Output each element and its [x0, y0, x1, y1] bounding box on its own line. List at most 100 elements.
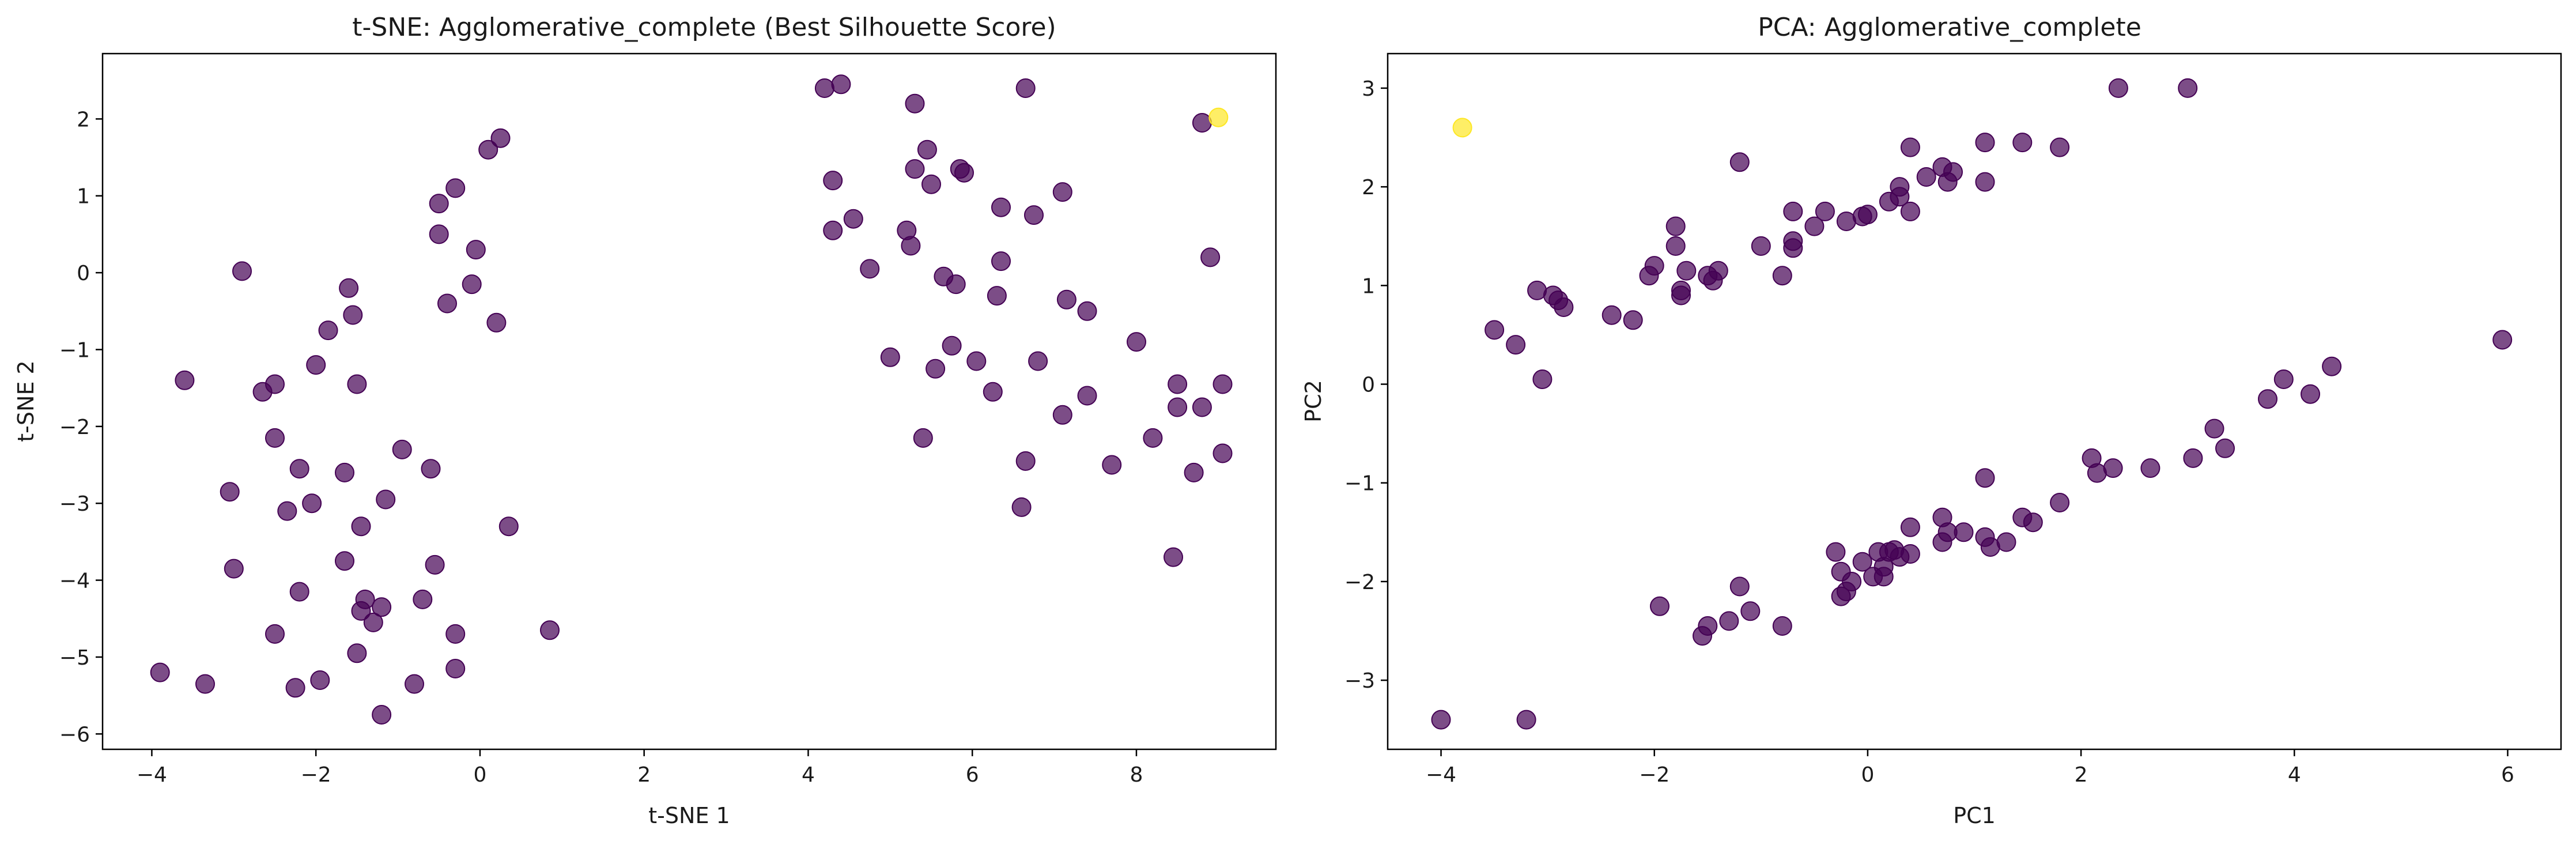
pca-point-78 [2023, 512, 2043, 533]
tsne-point-24 [351, 516, 371, 537]
pca-point-44 [2178, 78, 2198, 98]
tsne-point-31 [392, 439, 412, 459]
pca-point-20 [1751, 236, 1771, 256]
tsne-x-tick-label: −2 [301, 763, 331, 787]
tsne-point-43 [466, 240, 486, 260]
pca-y-tick-label: −1 [1344, 472, 1375, 496]
pca-point-52 [1740, 601, 1761, 621]
pca-point-7 [1601, 305, 1622, 325]
tsne-point-47 [498, 516, 519, 537]
tsne-point-29 [376, 489, 396, 510]
tsne-point-27 [363, 612, 383, 632]
pca-point-6 [1554, 297, 1574, 317]
pca-point-40 [1975, 172, 1995, 192]
pca-point-86 [2215, 438, 2235, 458]
tsne-point-4 [224, 559, 244, 579]
tsne-point-54 [860, 259, 880, 279]
tsne-point-28 [372, 597, 392, 617]
tsne-point-84 [1102, 455, 1122, 475]
tsne-point-87 [1164, 547, 1183, 567]
tsne-point-78 [1028, 351, 1048, 371]
pca-x-tick-label: 6 [2501, 763, 2514, 787]
tsne-point-7 [265, 374, 285, 394]
tsne-point-93 [1200, 247, 1221, 267]
pca-point-68 [1900, 544, 1920, 564]
tsne-point-69 [966, 351, 987, 371]
tsne-point-91 [1192, 113, 1212, 133]
tsne-x-tick-label: −4 [137, 763, 167, 787]
pca-point-41 [2012, 133, 2033, 153]
pca-point-3 [1532, 369, 1553, 389]
tsne-point-11 [285, 678, 305, 698]
tsne-point-40 [445, 624, 466, 644]
pca-y-tick-label: 3 [1362, 77, 1375, 101]
tsne-point-20 [339, 278, 359, 298]
pca-y-label: PC2 [1301, 380, 1326, 423]
tsne-point-14 [302, 493, 322, 514]
tsne-point-89 [1168, 397, 1188, 417]
pca-point-19 [1729, 152, 1750, 172]
tsne-point-22 [347, 374, 367, 394]
tsne-x-tick-label: 4 [802, 763, 815, 787]
pca-y-tick-label: −3 [1344, 669, 1375, 693]
tsne-y-tick-label: −3 [59, 492, 90, 516]
tsne-point-48 [540, 620, 560, 640]
pca-y-ticks: −3 −2 −1 0 1 2 3 [1344, 77, 1388, 693]
tsne-y-tick-label: −4 [59, 569, 90, 593]
pca-point-26 [1815, 201, 1835, 221]
tsne-point-60 [913, 428, 933, 448]
pca-point-35 [1916, 167, 1936, 187]
pca-point-84 [2183, 448, 2203, 468]
tsne-point-42 [462, 274, 482, 295]
tsne-point-95 [1213, 443, 1233, 463]
tsne-point-2 [175, 370, 195, 390]
tsne-points [150, 74, 1233, 725]
pca-point-38 [1943, 162, 1963, 182]
pca-point-25 [1804, 216, 1825, 236]
tsne-point-75 [1015, 78, 1036, 98]
tsne-point-94 [1213, 374, 1233, 394]
tsne-point-58 [905, 93, 925, 114]
tsne-y-ticks: −6 −5 −4 −3 −2 −1 0 1 2 [59, 108, 103, 746]
tsne-x-ticks: −4 −2 0 2 4 6 8 [137, 749, 1143, 787]
pca-point-91 [2492, 330, 2513, 350]
pca-point-87 [2258, 389, 2277, 409]
pca-point-83 [2140, 458, 2160, 478]
tsne-point-57 [901, 236, 921, 256]
tsne-point-83 [1077, 386, 1097, 406]
tsne-title: t-SNE: Agglomerative_complete (Best Silh… [352, 13, 1056, 42]
tsne-y-tick-label: −5 [59, 646, 90, 670]
tsne-point-62 [921, 174, 941, 194]
pca-point-22 [1783, 201, 1803, 221]
pca-point-39 [1975, 133, 1995, 153]
tsne-y-tick-label: 1 [77, 185, 90, 209]
pca-point-24 [1783, 238, 1803, 258]
tsne-point-16 [310, 670, 330, 690]
pca-y-tick-label: 2 [1362, 176, 1375, 199]
tsne-x-tick-label: 0 [473, 763, 486, 787]
tsne-point-21 [343, 305, 363, 325]
tsne-point-72 [991, 197, 1011, 217]
tsne-point-49 [814, 78, 834, 98]
tsne-point-46 [490, 128, 511, 148]
pca-x-label: PC1 [1953, 803, 1996, 828]
tsne-point-10 [277, 501, 297, 521]
tsne-point-13 [289, 582, 309, 602]
pca-point-54 [1826, 542, 1846, 562]
pca-x-tick-label: −2 [1639, 763, 1670, 787]
tsne-point-96-cluster-1 [1208, 107, 1229, 127]
pca-point-29 [1857, 205, 1878, 225]
tsne-x-tick-label: 8 [1130, 763, 1143, 787]
tsne-point-53 [843, 209, 863, 229]
pca-point-42 [2050, 137, 2070, 157]
tsne-y-label: t-SNE 2 [13, 360, 39, 442]
pca-axes-frame [1387, 52, 2562, 750]
tsne-point-59 [905, 159, 925, 179]
pca-point-33 [1900, 201, 1920, 221]
pca-panel: PCA: Agglomerative_complete −4 −2 0 2 4 6 −3−… [1301, 13, 2562, 828]
pca-point-43 [2108, 78, 2128, 98]
pca-point-85 [2204, 418, 2224, 439]
pca-point-53 [1772, 616, 1792, 636]
tsne-point-33 [413, 589, 433, 609]
pca-point-15 [1676, 261, 1697, 281]
